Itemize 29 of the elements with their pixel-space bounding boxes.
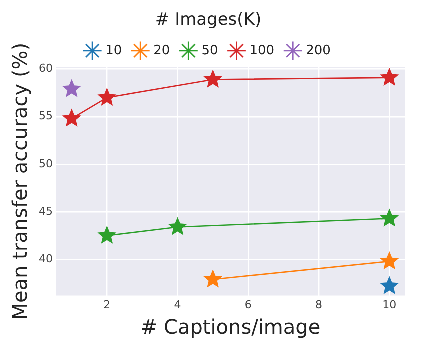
x-tick-label: 8 <box>316 298 323 312</box>
point <box>204 70 223 88</box>
y-tick-label: 45 <box>38 204 53 218</box>
legend-label: 200 <box>306 43 331 58</box>
point <box>62 79 82 98</box>
point <box>98 226 117 244</box>
x-tick-label: 10 <box>382 298 397 312</box>
x-tick-label: 6 <box>244 298 252 312</box>
x-tick-label: 2 <box>104 298 111 312</box>
point <box>204 270 223 288</box>
point <box>380 208 400 227</box>
point <box>62 108 82 127</box>
y-axis-title: Mean transfer accuracy (%) <box>8 42 32 320</box>
x-tick-label: 4 <box>174 298 182 312</box>
legend-title: # Images(K) <box>155 10 262 30</box>
point <box>380 68 400 86</box>
y-tick-label: 60 <box>38 62 53 76</box>
point <box>380 276 400 294</box>
point <box>380 252 400 270</box>
x-axis-title: # Captions/image <box>140 315 321 340</box>
legend-label: 10 <box>106 43 122 58</box>
legend-label: 50 <box>202 43 218 58</box>
legend-label: 20 <box>154 43 170 58</box>
legend-label: 100 <box>250 43 275 58</box>
y-tick-label: 50 <box>38 157 53 170</box>
point <box>98 88 117 106</box>
y-tick-label: 55 <box>38 110 53 123</box>
point <box>168 217 188 236</box>
y-tick-label: 40 <box>38 252 53 266</box>
